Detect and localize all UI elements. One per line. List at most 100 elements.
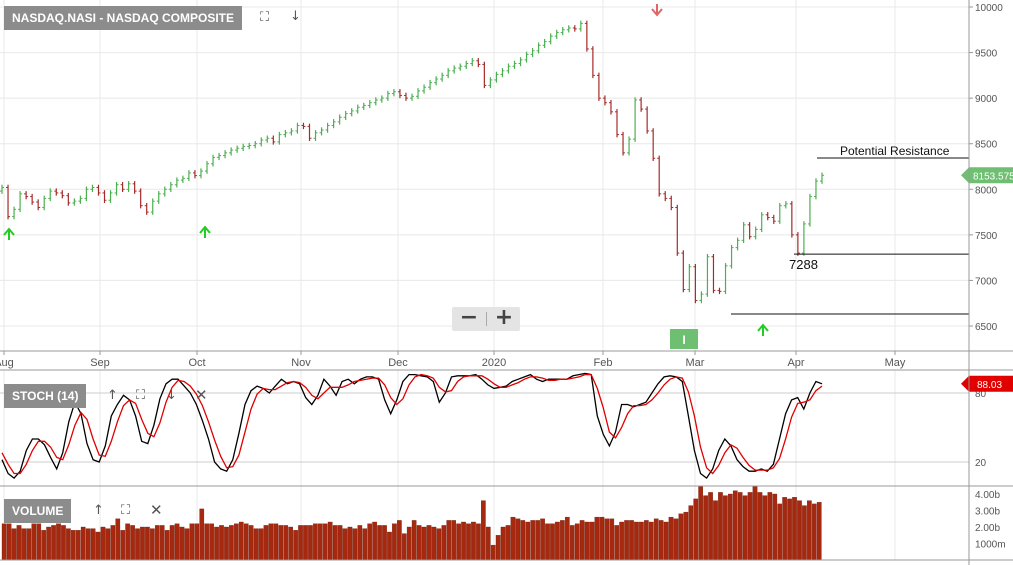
volume-tick-label: 1000m xyxy=(975,540,1006,551)
ohlc-bar xyxy=(584,20,589,52)
expand-icon[interactable]: ⛶ xyxy=(121,503,131,518)
volume-tick-label: 3.00b xyxy=(975,507,1000,518)
ohlc-bar xyxy=(482,61,487,89)
ohlc-bar xyxy=(536,42,541,54)
month-tick-label: Feb xyxy=(594,357,613,369)
arrow-up-icon[interactable]: ↑ xyxy=(107,388,118,403)
volume-bar xyxy=(693,498,699,561)
volume-bar xyxy=(209,523,214,561)
ohlc-bar xyxy=(723,263,728,295)
volume-bar xyxy=(609,518,615,561)
volume-bar xyxy=(372,521,377,561)
volume-bar xyxy=(224,526,229,561)
volume-panel: 4.00b 3.00b 2.00b 1000m xyxy=(1,485,1006,561)
ohlc-bar xyxy=(217,152,222,161)
ohlc-bar xyxy=(373,97,378,106)
ohlc-bar xyxy=(777,202,782,224)
month-tick-label: May xyxy=(885,357,906,369)
ohlc-bar xyxy=(717,287,722,295)
volume-bar xyxy=(51,525,56,561)
ohlc-bar xyxy=(446,68,451,79)
ohlc-bar xyxy=(615,109,619,138)
volume-bar xyxy=(703,495,708,561)
ohlc-bar xyxy=(397,89,402,99)
volume-bar xyxy=(713,500,718,561)
volume-bar xyxy=(105,528,111,561)
ohlc-bar xyxy=(512,60,517,69)
ohlc-bar xyxy=(307,123,312,141)
volume-bar xyxy=(540,518,545,561)
volume-bar xyxy=(164,530,170,561)
volume-bar xyxy=(397,520,402,561)
volume-bar xyxy=(263,525,269,561)
volume-bar xyxy=(6,523,12,561)
ohlc-bar xyxy=(265,135,270,143)
volume-bar xyxy=(644,520,649,561)
volume-bar xyxy=(100,526,106,561)
stoch-d-line xyxy=(1,373,823,475)
ohlc-bar xyxy=(608,99,613,115)
volume-bar xyxy=(742,495,748,561)
ohlc-bar xyxy=(711,253,716,294)
ohlc-bar xyxy=(820,172,824,184)
volume-bar xyxy=(481,500,486,561)
ohlc-bar xyxy=(84,186,89,202)
volume-bar xyxy=(332,525,338,561)
volume-bar xyxy=(708,492,713,561)
volume-bar xyxy=(154,525,160,561)
close-icon[interactable]: ✕ xyxy=(195,386,208,404)
ohlc-bar xyxy=(144,202,149,215)
zoom-out-button[interactable]: − xyxy=(459,305,479,330)
time-x-axis: Aug Sep Oct Nov Dec 2020 Feb Mar Apr May xyxy=(0,351,906,369)
ohlc-bar xyxy=(168,181,173,193)
volume-bar xyxy=(352,528,358,561)
volume-bar xyxy=(589,521,595,561)
volume-bar xyxy=(624,520,629,561)
volume-bar xyxy=(322,523,328,561)
buy-signal-arrow xyxy=(199,225,211,238)
arrow-up-icon[interactable]: ↑ xyxy=(93,503,104,518)
volume-bar xyxy=(288,526,294,561)
month-tick-label: Nov xyxy=(291,357,311,369)
expand-icon[interactable]: ⛶ xyxy=(136,388,146,403)
volume-bar xyxy=(545,523,550,561)
volume-bar xyxy=(550,523,555,561)
month-tick-label: Oct xyxy=(188,357,205,369)
ohlc-bar xyxy=(156,191,161,204)
ohlc-bar xyxy=(669,195,674,211)
volume-bar xyxy=(31,523,37,561)
ohlc-bar xyxy=(54,188,59,196)
close-icon[interactable]: ✕ xyxy=(150,501,163,519)
volume-bar xyxy=(347,526,353,561)
ohlc-bar xyxy=(186,170,191,182)
volume-bar xyxy=(234,523,239,561)
volume-bar xyxy=(16,525,22,561)
ohlc-bar xyxy=(476,58,481,68)
ohlc-bar xyxy=(813,178,818,200)
volume-bar xyxy=(574,523,580,561)
arrow-down-icon[interactable]: ↓ xyxy=(166,388,177,403)
volume-bar xyxy=(777,503,783,561)
price-tick-label: 7500 xyxy=(975,231,998,242)
ohlc-bar xyxy=(319,127,324,136)
price-bars xyxy=(0,20,824,304)
ohlc-bar xyxy=(596,72,601,101)
ohlc-bar xyxy=(488,77,493,89)
volume-bar xyxy=(668,516,674,561)
volume-bar xyxy=(560,520,565,561)
ohlc-bar xyxy=(554,29,559,39)
arrow-down-icon[interactable]: ↓ xyxy=(290,9,301,24)
zoom-in-button[interactable]: + xyxy=(494,305,514,330)
volume-bar xyxy=(639,521,644,561)
ohlc-bar xyxy=(518,57,523,67)
volume-bar xyxy=(490,544,496,561)
volume-bar xyxy=(1,523,7,561)
volume-bar xyxy=(594,516,600,561)
volume-bar xyxy=(426,525,432,561)
volume-bar xyxy=(555,521,560,561)
volume-bar xyxy=(727,493,733,561)
expand-icon[interactable]: ⛶ xyxy=(260,10,270,25)
ohlc-bar xyxy=(223,150,228,159)
volume-bar xyxy=(495,535,501,561)
volume-bar xyxy=(816,502,822,561)
